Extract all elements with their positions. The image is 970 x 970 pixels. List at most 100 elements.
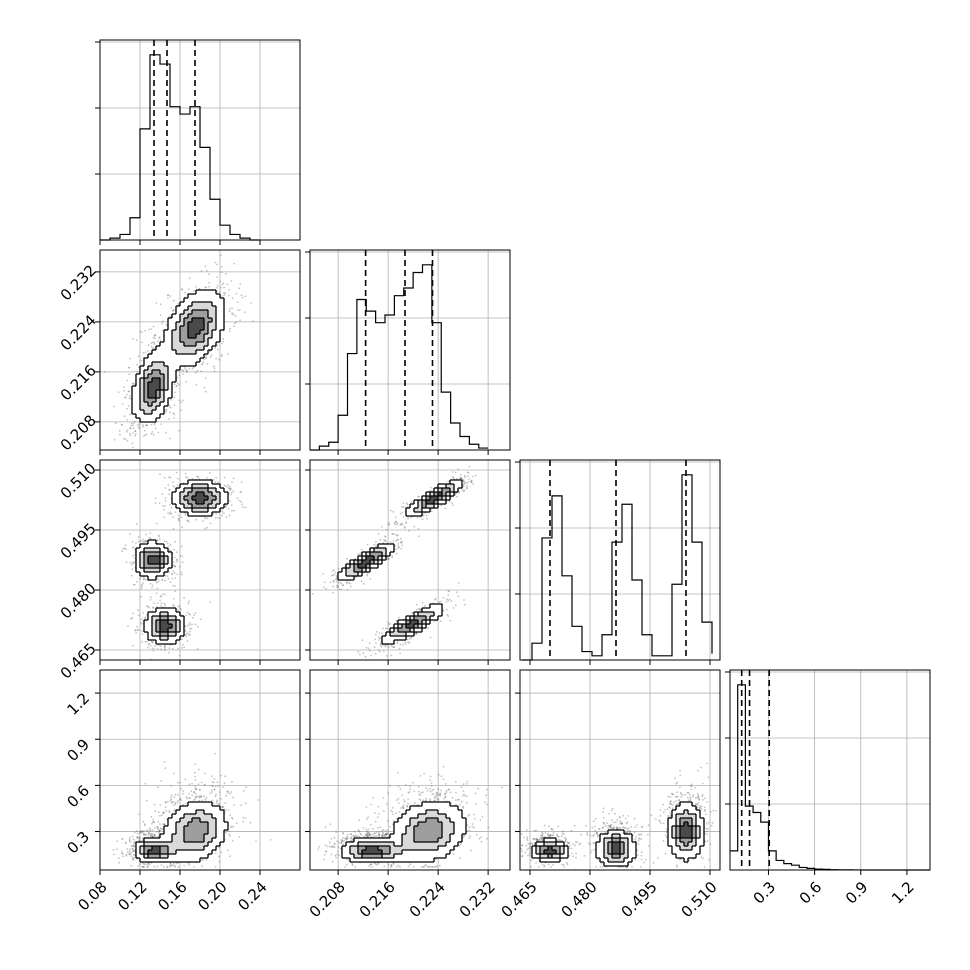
contour-fill xyxy=(212,306,217,311)
scatter-point xyxy=(129,427,132,430)
contour-fill xyxy=(378,548,383,553)
contour-fill xyxy=(168,632,173,637)
scatter-point xyxy=(457,582,460,584)
contour-fill xyxy=(208,488,213,493)
contour-fill xyxy=(136,374,141,379)
contour-fill xyxy=(378,556,383,561)
contour-fill xyxy=(148,556,153,561)
contour-fill xyxy=(200,290,205,295)
contour-fill xyxy=(164,564,169,569)
contour-fill xyxy=(156,354,161,359)
scatter-point xyxy=(165,408,168,411)
contour-fill xyxy=(188,496,193,501)
scatter-point xyxy=(228,485,231,488)
scatter-point xyxy=(142,356,145,359)
scatter-point xyxy=(163,602,166,605)
contour-fill xyxy=(164,334,169,339)
contour-fill xyxy=(426,492,431,497)
contour-fill xyxy=(136,394,141,399)
contour-fill xyxy=(140,410,145,415)
contour-fill xyxy=(208,338,213,343)
contour-fill xyxy=(180,488,185,493)
scatter-point xyxy=(427,627,430,630)
contour-fill xyxy=(200,350,205,355)
contour-fill xyxy=(168,362,173,367)
contour-fill xyxy=(172,492,177,497)
scatter-point xyxy=(164,604,167,606)
contour-fill xyxy=(434,496,439,501)
contour-fill xyxy=(160,564,165,569)
contour-fill xyxy=(144,394,149,399)
contour-fill xyxy=(216,314,221,319)
scatter-point xyxy=(168,545,170,548)
contour-fill xyxy=(152,410,157,415)
contour-fill xyxy=(164,366,169,371)
contour-fill xyxy=(176,354,181,359)
scatter-point xyxy=(171,572,174,575)
contour-fill xyxy=(220,326,225,331)
contour-fill xyxy=(192,330,197,335)
scatter-point xyxy=(117,391,120,393)
scatter-point xyxy=(181,288,184,291)
scatter-point xyxy=(433,620,436,623)
scatter-point xyxy=(202,361,205,364)
contour-fill xyxy=(414,512,419,517)
contour-fill xyxy=(152,632,157,637)
contour-fill xyxy=(374,552,379,557)
scatter-point xyxy=(364,655,367,658)
scatter-point xyxy=(209,356,212,359)
scatter-point xyxy=(159,594,162,597)
scatter-point xyxy=(451,476,454,478)
scatter-point xyxy=(174,565,177,568)
contour-fill xyxy=(140,406,145,411)
contour-fill xyxy=(200,302,205,307)
scatter-point xyxy=(242,506,245,509)
contour-fill xyxy=(180,350,185,355)
scatter-point xyxy=(375,633,377,636)
scatter-point xyxy=(145,540,148,543)
contour-fill xyxy=(144,406,149,411)
scatter-point xyxy=(400,522,403,525)
scatter-point xyxy=(219,254,222,257)
scatter-point xyxy=(172,309,174,312)
scatter-point xyxy=(140,359,143,362)
scatter-point xyxy=(172,485,175,487)
scatter-point xyxy=(159,599,162,602)
scatter-point xyxy=(395,552,398,555)
scatter-point xyxy=(379,644,382,646)
scatter-point xyxy=(395,548,397,551)
scatter-point xyxy=(185,380,188,383)
scatter-point xyxy=(127,390,130,392)
scatter-point xyxy=(391,555,393,558)
contour-fill xyxy=(204,350,209,355)
scatter-point xyxy=(165,410,168,412)
scatter-point xyxy=(147,605,150,608)
scatter-point xyxy=(169,543,172,546)
contour-fill xyxy=(378,544,383,549)
scatter-point xyxy=(401,505,403,508)
scatter-point xyxy=(335,575,338,578)
contour-fill xyxy=(208,480,213,485)
scatter-point xyxy=(235,321,238,323)
contour-fill xyxy=(152,552,157,557)
contour-fill xyxy=(168,374,173,379)
contour-fill xyxy=(176,350,181,355)
scatter-point xyxy=(463,482,466,485)
contour-fill xyxy=(148,540,153,545)
scatter-point xyxy=(378,636,380,639)
scatter-point xyxy=(418,495,420,498)
contour-fill xyxy=(168,358,173,363)
contour-fill xyxy=(220,496,225,501)
scatter-point xyxy=(417,495,419,498)
contour-fill xyxy=(172,632,177,637)
scatter-point xyxy=(196,648,199,650)
scatter-point xyxy=(123,547,126,550)
scatter-point xyxy=(142,425,144,428)
scatter-point xyxy=(218,358,220,361)
contour-fill xyxy=(172,612,177,617)
contour-fill xyxy=(140,366,145,371)
contour-fill xyxy=(160,370,165,375)
scatter-point xyxy=(239,283,242,285)
contour-fill xyxy=(172,620,177,625)
contour-fill xyxy=(144,552,149,557)
